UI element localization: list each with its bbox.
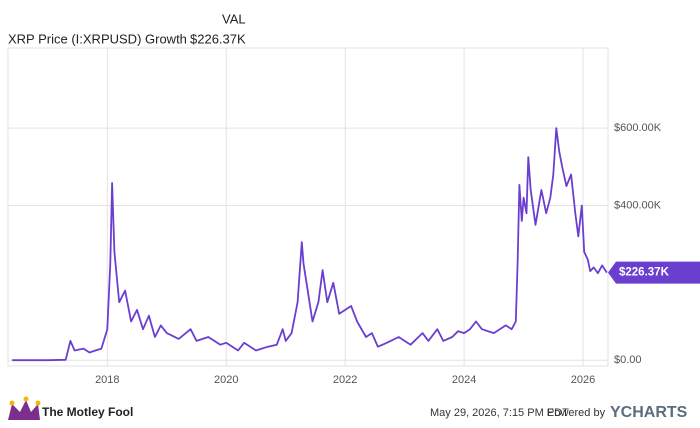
value-callout [608,261,700,284]
x-tick-label: 2026 [571,374,595,386]
current-value: $226.37K [190,31,246,46]
provider: YCHARTS [610,404,688,421]
value-callout-label: $226.37K [619,267,670,279]
timestamp: May 29, 2026, 7:15 PM EDT [430,407,569,419]
y-tick-label: $600.00K [614,122,662,134]
x-tick-label: 2022 [333,374,357,386]
y-tick-label: $400.00K [614,199,662,211]
powered-by: Powered by [547,407,606,419]
x-tick-label: 2018 [95,374,119,386]
brand: The Motley Fool [42,405,133,419]
chart-title: XRP Price (I:XRPUSD) Growth [8,31,187,46]
x-tick-label: 2020 [214,374,238,386]
x-tick-label: 2024 [452,374,476,386]
y-tick-label: $0.00 [614,354,642,366]
price-line [12,127,608,362]
plot-frame [7,47,609,367]
column-header: VAL [222,11,246,26]
motley-fool-logo [8,396,41,420]
